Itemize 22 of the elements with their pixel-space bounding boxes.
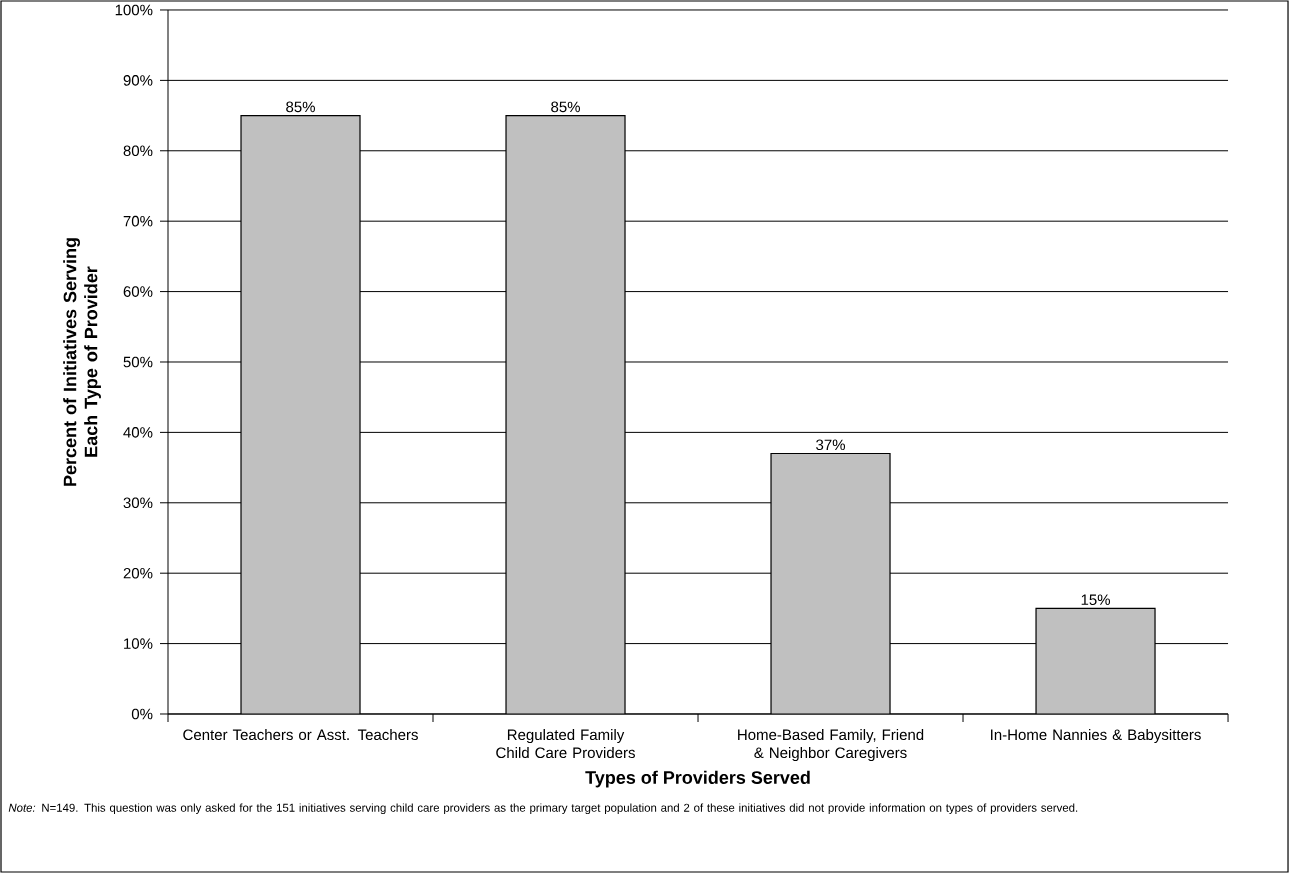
y-tick-label: 80% — [123, 145, 153, 157]
y-tick-label: 90% — [123, 75, 153, 86]
x-tick-label: Regulated Family Child Care Providers — [496, 729, 635, 759]
y-tick-label: 0% — [131, 708, 153, 720]
data-label: 15% — [1081, 594, 1111, 605]
x-axis-title: Types of Providers Served — [585, 770, 810, 788]
y-tick-label: 70% — [123, 215, 153, 227]
x-tick-label: Center Teachers or Asst. Teachers — [183, 729, 418, 741]
x-tick-label: In-Home Nannies & Babysitters — [991, 729, 1201, 744]
y-tick-label: 100% — [115, 4, 153, 16]
x-tick-label: Home-Based Family, Friend & Neighbor Caregivers — [738, 729, 924, 762]
y-tick-label: 60% — [123, 286, 153, 297]
text: Note: N=149. This question was only asked for the 151 initiatives serving child care providers as the primary target population and 2 of these initiatives did not provide information on types of providers served. — [8, 803, 1078, 815]
y-tick-label: 50% — [123, 356, 153, 368]
y-tick-label: 40% — [123, 427, 153, 438]
data-label: 85% — [551, 101, 580, 113]
data-label: 37% — [816, 439, 846, 451]
y-tick-label: 10% — [124, 638, 153, 649]
y-tick-label: 30% — [123, 497, 153, 509]
y-tick-label: 20% — [123, 567, 153, 579]
data-label: 85% — [286, 101, 315, 113]
y-axis-title: Percent of Initiatives Serving Each Type of Provider — [63, 238, 101, 486]
